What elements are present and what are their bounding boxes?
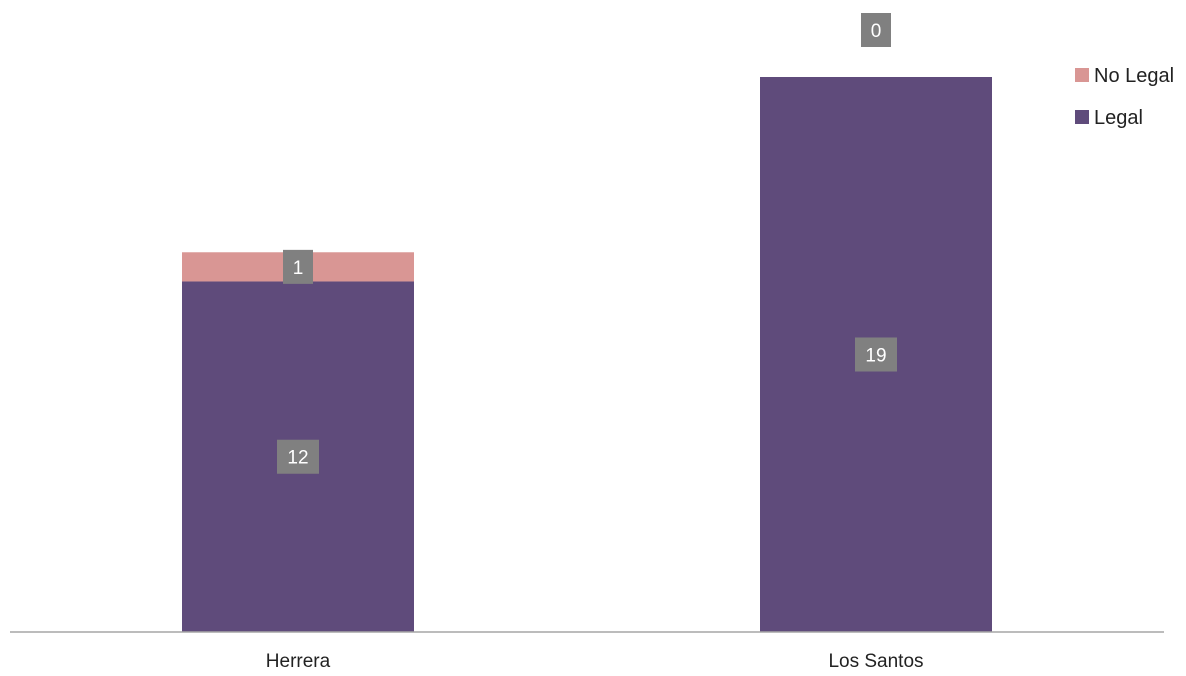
data-label-los-santos-legal: 19 [855,337,897,372]
legend-item-no-legal: No Legal [1075,65,1174,87]
category-labels: Herrera Los Santos [266,651,924,672]
legend-label: Legal [1094,107,1143,129]
data-labels-layer: 12 1 19 0 [277,13,897,474]
data-label-los-santos-no-legal: 0 [861,13,891,47]
legend-item-legal: Legal [1075,107,1143,129]
category-label-los-santos: Los Santos [828,651,923,672]
legend: No Legal Legal [1075,65,1174,129]
data-label-box [277,439,319,474]
data-label-value: 12 [287,448,308,469]
data-label-box [283,249,313,284]
data-label-herrera-no-legal: 1 [283,249,313,284]
legend-swatch [1075,110,1089,124]
data-label-value: 1 [293,258,304,279]
category-label-herrera: Herrera [266,651,331,672]
legend-label: No Legal [1094,65,1174,87]
data-label-value: 19 [865,346,886,367]
data-label-value: 0 [871,21,882,42]
data-label-herrera-legal: 12 [277,439,319,474]
bars-layer [182,77,992,632]
legend-swatch [1075,68,1089,82]
data-label-box [855,337,897,372]
data-label-box [861,13,891,47]
